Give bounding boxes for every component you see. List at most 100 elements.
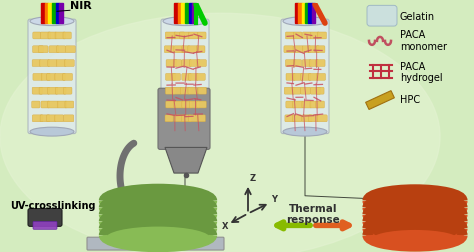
FancyBboxPatch shape: [285, 32, 294, 39]
Ellipse shape: [0, 13, 440, 252]
FancyBboxPatch shape: [302, 32, 311, 39]
FancyBboxPatch shape: [174, 46, 184, 53]
FancyBboxPatch shape: [32, 115, 43, 122]
Text: X: X: [222, 222, 228, 231]
FancyBboxPatch shape: [285, 60, 296, 67]
FancyBboxPatch shape: [189, 115, 198, 122]
FancyBboxPatch shape: [318, 115, 327, 122]
FancyBboxPatch shape: [310, 101, 319, 108]
FancyBboxPatch shape: [285, 115, 295, 122]
FancyBboxPatch shape: [182, 101, 191, 108]
FancyBboxPatch shape: [33, 32, 41, 39]
Ellipse shape: [283, 17, 327, 26]
FancyBboxPatch shape: [316, 101, 324, 108]
FancyBboxPatch shape: [32, 87, 43, 94]
FancyBboxPatch shape: [293, 60, 301, 67]
Bar: [309, 3, 312, 23]
FancyBboxPatch shape: [301, 73, 311, 80]
FancyBboxPatch shape: [189, 32, 198, 39]
Ellipse shape: [283, 127, 327, 136]
Bar: [59, 3, 63, 23]
Bar: [185, 3, 189, 23]
Text: Y: Y: [271, 195, 277, 204]
FancyBboxPatch shape: [190, 101, 200, 108]
FancyBboxPatch shape: [367, 5, 397, 26]
Polygon shape: [365, 91, 394, 109]
FancyBboxPatch shape: [164, 46, 174, 53]
FancyBboxPatch shape: [293, 32, 302, 39]
FancyBboxPatch shape: [292, 101, 303, 108]
FancyBboxPatch shape: [309, 60, 319, 67]
FancyBboxPatch shape: [41, 101, 49, 108]
FancyBboxPatch shape: [47, 73, 55, 80]
Bar: [52, 3, 55, 23]
FancyBboxPatch shape: [32, 60, 41, 67]
Text: Thermal
response: Thermal response: [286, 204, 340, 225]
FancyBboxPatch shape: [182, 60, 191, 67]
FancyBboxPatch shape: [189, 73, 198, 80]
FancyBboxPatch shape: [55, 73, 65, 80]
FancyBboxPatch shape: [161, 19, 209, 134]
FancyBboxPatch shape: [47, 87, 58, 94]
Bar: [312, 3, 315, 23]
FancyBboxPatch shape: [196, 73, 205, 80]
Bar: [45, 3, 48, 23]
FancyBboxPatch shape: [173, 60, 182, 67]
FancyBboxPatch shape: [33, 46, 44, 53]
FancyBboxPatch shape: [48, 32, 57, 39]
Ellipse shape: [30, 127, 74, 136]
Polygon shape: [165, 147, 207, 173]
FancyBboxPatch shape: [198, 32, 206, 39]
FancyBboxPatch shape: [317, 32, 327, 39]
FancyBboxPatch shape: [40, 60, 50, 67]
FancyBboxPatch shape: [87, 237, 224, 250]
FancyBboxPatch shape: [281, 19, 329, 134]
Text: UV-crosslinking: UV-crosslinking: [10, 201, 95, 211]
FancyBboxPatch shape: [65, 101, 74, 108]
FancyBboxPatch shape: [57, 101, 67, 108]
FancyBboxPatch shape: [197, 115, 205, 122]
FancyBboxPatch shape: [49, 46, 59, 53]
FancyBboxPatch shape: [166, 60, 177, 67]
Ellipse shape: [30, 17, 74, 26]
FancyBboxPatch shape: [46, 115, 55, 122]
FancyBboxPatch shape: [64, 60, 74, 67]
Bar: [305, 3, 309, 23]
FancyBboxPatch shape: [180, 32, 190, 39]
FancyBboxPatch shape: [197, 101, 206, 108]
Bar: [41, 3, 45, 23]
FancyBboxPatch shape: [28, 209, 62, 226]
FancyBboxPatch shape: [316, 46, 325, 53]
FancyBboxPatch shape: [28, 19, 76, 134]
FancyBboxPatch shape: [165, 73, 175, 80]
FancyBboxPatch shape: [292, 115, 302, 122]
FancyBboxPatch shape: [302, 46, 310, 53]
FancyBboxPatch shape: [174, 101, 184, 108]
FancyBboxPatch shape: [198, 87, 207, 94]
FancyBboxPatch shape: [165, 32, 176, 39]
FancyBboxPatch shape: [286, 73, 295, 80]
FancyBboxPatch shape: [292, 87, 301, 94]
FancyBboxPatch shape: [190, 60, 200, 67]
FancyBboxPatch shape: [38, 46, 48, 53]
FancyBboxPatch shape: [48, 101, 58, 108]
FancyBboxPatch shape: [48, 60, 57, 67]
Text: Gelatin: Gelatin: [400, 12, 435, 22]
FancyBboxPatch shape: [55, 115, 64, 122]
FancyBboxPatch shape: [166, 101, 175, 108]
FancyBboxPatch shape: [41, 73, 50, 80]
FancyBboxPatch shape: [301, 87, 310, 94]
Text: Z: Z: [250, 174, 256, 183]
FancyBboxPatch shape: [188, 46, 198, 53]
Bar: [295, 3, 298, 23]
FancyBboxPatch shape: [196, 46, 205, 53]
FancyBboxPatch shape: [317, 73, 326, 80]
FancyBboxPatch shape: [188, 87, 198, 94]
FancyBboxPatch shape: [32, 101, 40, 108]
FancyBboxPatch shape: [63, 32, 71, 39]
Bar: [174, 3, 178, 23]
Bar: [189, 3, 192, 23]
FancyBboxPatch shape: [64, 115, 74, 122]
FancyBboxPatch shape: [293, 46, 303, 53]
FancyBboxPatch shape: [63, 73, 73, 80]
